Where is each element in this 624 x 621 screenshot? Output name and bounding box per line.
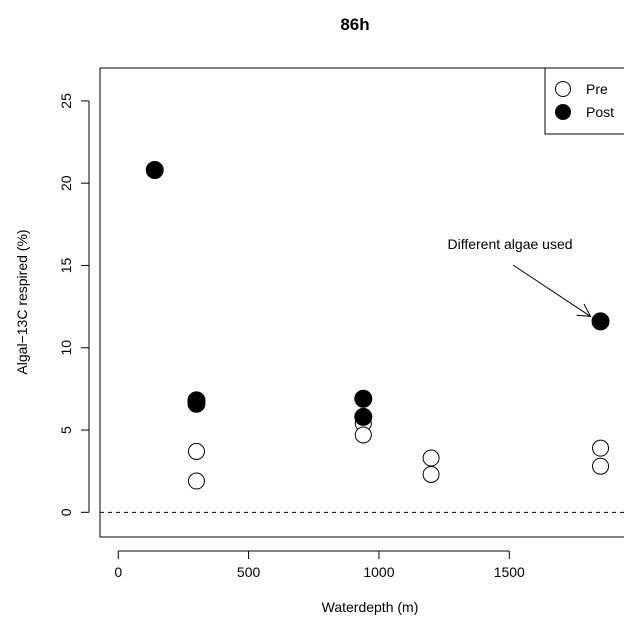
- y-tick-label: 5: [58, 426, 74, 434]
- y-tick-label: 0: [58, 508, 74, 516]
- x-tick-label: 1500: [494, 564, 525, 580]
- annotation-label: Different algae used: [447, 236, 572, 252]
- data-point-post: [145, 161, 164, 180]
- legend: Pre Post: [544, 67, 624, 135]
- data-point-pre: [422, 449, 440, 467]
- y-tick-label: 10: [58, 340, 74, 356]
- legend-label-post: Post: [586, 104, 614, 120]
- chart-title: 86h: [340, 15, 369, 34]
- data-point-post: [354, 407, 373, 426]
- data-point-post: [187, 394, 206, 413]
- x-tick-label: 0: [114, 564, 122, 580]
- data-point-pre: [422, 465, 440, 483]
- data-point-pre: [187, 442, 205, 460]
- x-tick-label: 1000: [363, 564, 394, 580]
- x-axis: 0 500 1000 1500: [114, 550, 525, 580]
- legend-label-pre: Pre: [586, 81, 608, 97]
- plot-area: [99, 67, 624, 538]
- data-point-pre: [354, 426, 372, 444]
- legend-marker-pre: [555, 81, 571, 97]
- data-point-post: [591, 312, 610, 331]
- annotation-arrow-line: [512, 264, 591, 317]
- y-axis: 0 5 10 15 20 25: [58, 93, 90, 516]
- annotation-layer: Different algae used: [447, 236, 592, 318]
- y-tick-label: 25: [58, 93, 74, 109]
- y-tick-label: 20: [58, 175, 74, 191]
- y-axis-label: Algal−13C respired (%): [14, 229, 30, 374]
- data-point-post: [354, 389, 373, 408]
- x-tick-label: 500: [237, 564, 261, 580]
- annotation-arrow-head: [576, 303, 592, 318]
- legend-marker-post: [555, 104, 571, 120]
- data-point-pre: [592, 457, 610, 475]
- y-tick-label: 15: [58, 257, 74, 273]
- x-axis-label: Waterdepth (m): [322, 599, 419, 615]
- data-point-pre: [187, 472, 205, 490]
- data-point-pre: [592, 439, 610, 457]
- legend-box: [544, 67, 624, 135]
- data-points-layer: [145, 161, 610, 490]
